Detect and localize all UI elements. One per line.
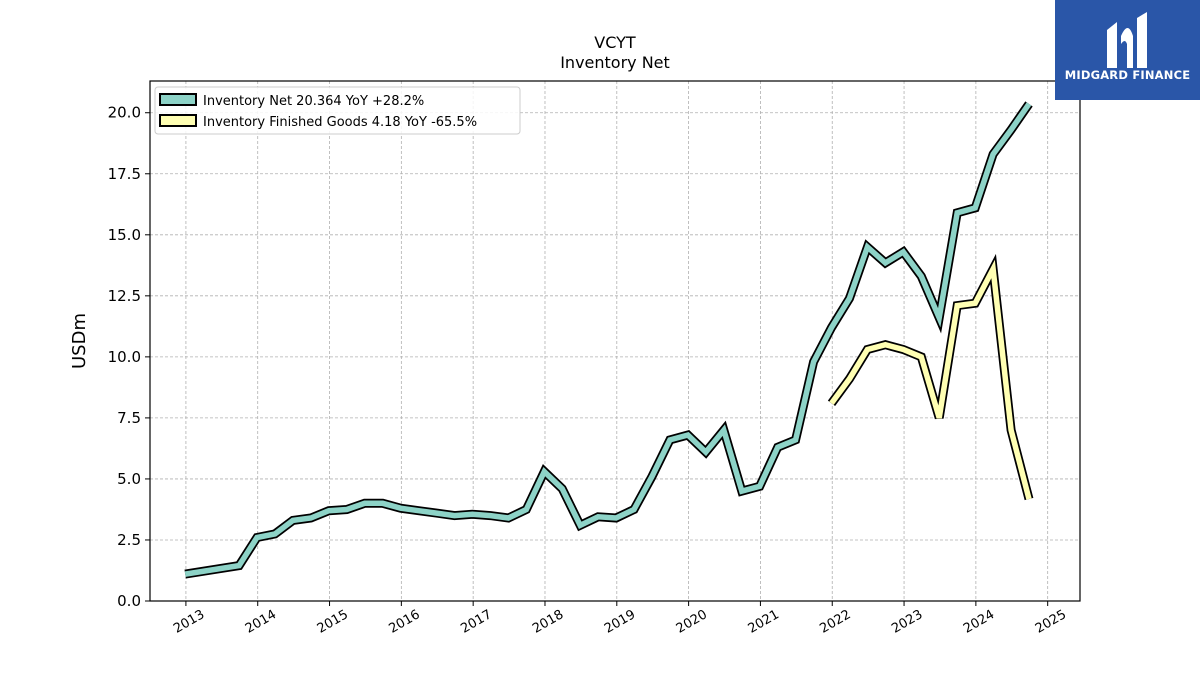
brand-name: MIDGARD FINANCE (1064, 68, 1191, 82)
y-tick-label: 7.5 (117, 409, 141, 427)
x-tick-label: 2013 (171, 607, 207, 637)
x-tick-label: 2017 (458, 607, 494, 637)
plot-frame (149, 80, 1081, 602)
x-axis: 2013 2014 2015 2016 2017 2018 2019 2020 2021 2022… (171, 601, 1069, 637)
series-line-inventory-finished-goods (829, 259, 1032, 500)
y-tick-label: 0.0 (117, 592, 141, 610)
brand-badge: MIDGARD FINANCE (1055, 0, 1200, 100)
y-tick-label: 5.0 (117, 470, 141, 488)
midgard-logo-icon (1107, 12, 1147, 68)
y-tick-label: 20.0 (108, 104, 141, 122)
series-layer (184, 101, 1034, 579)
y-axis-label: USDm (69, 313, 90, 369)
y-tick-label: 12.5 (108, 287, 141, 305)
legend-swatch-inventory-finished-goods (159, 114, 197, 127)
chart-title: VCYT (594, 33, 636, 52)
x-tick-label: 2020 (674, 607, 710, 637)
y-tick-label: 10.0 (108, 348, 141, 366)
y-tick-label: 15.0 (108, 226, 141, 244)
x-tick-label: 2022 (817, 607, 853, 637)
grid (150, 81, 1080, 602)
x-tick-label: 2023 (889, 607, 925, 637)
chart-subtitle: Inventory Net (560, 53, 670, 72)
legend-entry-inventory-net: Inventory Net 20.364 YoY +28.2% (203, 94, 424, 109)
x-tick-label: 2016 (387, 607, 423, 637)
legend: Inventory Net 20.364 YoY +28.2% Inventor… (154, 86, 521, 135)
x-tick-label: 2025 (1033, 607, 1069, 637)
y-tick-label: 17.5 (108, 165, 141, 183)
legend-box (154, 86, 521, 135)
legend-swatch-inventory-net (159, 93, 197, 106)
x-tick-label: 2019 (602, 607, 638, 637)
y-tick-label: 2.5 (117, 531, 141, 549)
x-tick-label: 2014 (243, 607, 279, 637)
y-axis: 0.0 2.5 5.0 7.5 10.0 12.5 15.0 17.5 20.0 (108, 104, 150, 610)
series-outline-inventory-net (184, 101, 1033, 579)
x-tick-label: 2024 (961, 607, 997, 637)
legend-entry-inventory-finished-goods: Inventory Finished Goods 4.18 YoY -65.5% (203, 115, 477, 130)
x-tick-label: 2021 (746, 607, 782, 637)
x-tick-label: 2018 (530, 607, 566, 637)
series-line-inventory-net (184, 102, 1032, 577)
x-tick-label: 2015 (315, 607, 351, 637)
